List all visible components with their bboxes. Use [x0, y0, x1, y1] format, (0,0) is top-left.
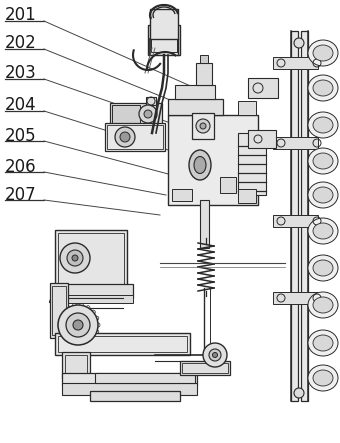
Ellipse shape [313, 153, 333, 169]
Bar [238, 101, 256, 115]
Circle shape [294, 38, 304, 48]
Bar [65, 355, 87, 375]
Circle shape [196, 119, 210, 133]
Circle shape [139, 105, 157, 123]
Bar [112, 105, 140, 123]
Ellipse shape [308, 75, 338, 101]
Bar [273, 292, 318, 304]
Bar [273, 137, 318, 149]
Ellipse shape [308, 330, 338, 356]
Text: 206: 206 [5, 158, 37, 176]
Bar [62, 383, 197, 395]
Ellipse shape [313, 80, 333, 96]
Bar [192, 113, 214, 139]
Bar [200, 55, 208, 63]
Circle shape [66, 313, 90, 337]
Bar [52, 286, 66, 335]
Circle shape [144, 110, 152, 118]
Ellipse shape [308, 112, 338, 138]
Circle shape [73, 320, 83, 330]
Ellipse shape [313, 297, 333, 313]
Bar [273, 215, 318, 227]
Circle shape [67, 250, 83, 266]
Bar [168, 99, 223, 115]
Ellipse shape [308, 218, 338, 244]
Bar [55, 230, 127, 288]
Ellipse shape [313, 223, 333, 239]
Bar [105, 123, 165, 151]
Bar [238, 133, 266, 195]
Bar [200, 200, 209, 248]
Bar [172, 189, 192, 201]
Bar [168, 115, 258, 205]
Circle shape [209, 349, 221, 361]
Ellipse shape [313, 117, 333, 133]
Bar [62, 373, 197, 385]
Bar [182, 363, 228, 373]
Bar [248, 130, 276, 148]
Bar [55, 284, 133, 298]
Bar [248, 78, 278, 98]
Text: 207: 207 [5, 186, 37, 204]
Circle shape [200, 123, 206, 129]
Text: 202: 202 [5, 34, 37, 52]
Circle shape [120, 132, 130, 142]
Bar [301, 31, 308, 401]
Text: 204: 204 [5, 96, 37, 114]
Bar [273, 57, 318, 69]
Ellipse shape [308, 182, 338, 208]
Circle shape [212, 353, 218, 358]
Ellipse shape [308, 148, 338, 174]
Ellipse shape [313, 335, 333, 351]
Circle shape [294, 388, 304, 398]
Bar [55, 333, 190, 355]
Bar [150, 9, 178, 39]
Bar [62, 352, 90, 378]
Bar [175, 85, 215, 99]
Bar [55, 295, 133, 303]
Text: 201: 201 [5, 6, 37, 24]
Ellipse shape [313, 45, 333, 61]
Text: 203: 203 [5, 64, 37, 82]
Bar [180, 361, 230, 375]
Bar [110, 103, 162, 125]
Bar [90, 391, 180, 401]
Bar [220, 177, 236, 193]
Bar [146, 97, 156, 105]
Bar [151, 28, 177, 52]
Circle shape [72, 255, 78, 261]
Bar [196, 63, 212, 85]
Ellipse shape [308, 40, 338, 66]
Bar [95, 373, 195, 383]
Ellipse shape [308, 292, 338, 318]
Ellipse shape [308, 255, 338, 281]
Bar [50, 283, 68, 338]
Bar [58, 233, 124, 285]
Ellipse shape [189, 150, 211, 180]
Bar [107, 125, 163, 149]
Bar [291, 31, 298, 401]
Ellipse shape [194, 156, 206, 174]
Ellipse shape [313, 370, 333, 386]
Ellipse shape [313, 187, 333, 203]
Circle shape [203, 343, 227, 367]
Circle shape [60, 243, 90, 273]
Bar [58, 336, 187, 352]
Bar [154, 14, 174, 28]
Circle shape [58, 305, 98, 345]
Ellipse shape [313, 260, 333, 276]
Text: 205: 205 [5, 127, 37, 145]
Circle shape [115, 127, 135, 147]
Bar [238, 189, 256, 203]
Ellipse shape [308, 365, 338, 391]
Bar [148, 25, 180, 55]
